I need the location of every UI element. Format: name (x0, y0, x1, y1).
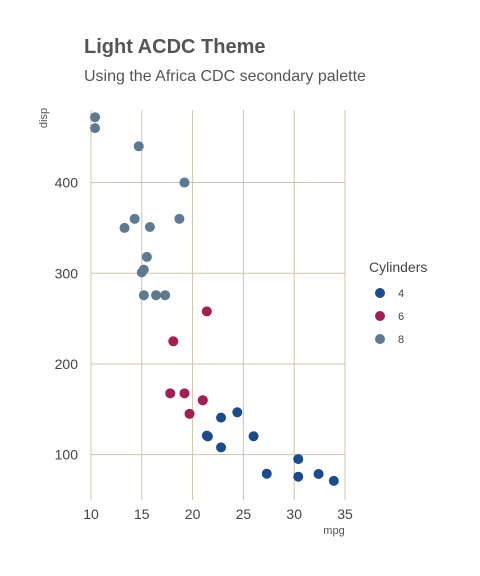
data-point-cyl-4 (232, 407, 243, 418)
data-point-cyl-4 (216, 412, 227, 423)
x-tick-label: 30 (286, 506, 302, 522)
legend-swatch-4 (375, 288, 385, 298)
data-point-cyl-8 (138, 290, 149, 301)
y-tick-label: 400 (55, 175, 79, 191)
data-point-cyl-8 (129, 213, 140, 224)
data-point-cyl-8 (141, 251, 152, 262)
data-point-cyl-4 (293, 471, 304, 482)
chart-subtitle: Using the Africa CDC secondary palette (84, 68, 366, 85)
data-point-cyl-4 (328, 475, 339, 486)
x-tick-label: 35 (337, 506, 353, 522)
data-point-cyl-8 (144, 222, 155, 232)
x-tick-label: 10 (83, 506, 99, 522)
data-point-cyl-6 (201, 306, 212, 317)
data-point-cyl-8 (90, 112, 101, 123)
data-point-cyl-8 (174, 213, 185, 224)
data-point-cyl-8 (133, 141, 144, 152)
chart-title: Light ACDC Theme (84, 36, 266, 58)
data-point-cyl-8 (179, 177, 190, 188)
legend: Cylinders 4 6 8 (369, 259, 427, 346)
y-tick-label: 100 (55, 447, 79, 463)
legend-swatch-8 (375, 334, 385, 344)
data-point-cyl-6 (168, 336, 179, 347)
legend-swatch-6 (375, 311, 385, 321)
data-point-cyl-6 (179, 388, 190, 399)
x-axis-label: mpg (323, 525, 344, 537)
data-point-cyl-6 (184, 408, 195, 419)
data-point-cyl-8 (151, 290, 162, 301)
data-point-cyl-8 (90, 123, 101, 134)
data-points (90, 112, 339, 486)
data-point-cyl-6 (165, 388, 176, 399)
legend-label-6: 6 (398, 311, 404, 323)
data-point-cyl-4 (261, 468, 272, 479)
data-point-cyl-4 (248, 431, 259, 442)
data-point-cyl-4 (293, 454, 304, 465)
y-tick-label: 200 (55, 356, 79, 372)
y-axis-label: disp (38, 108, 50, 128)
x-tick-label: 25 (236, 506, 252, 522)
y-tick-label: 300 (55, 265, 79, 281)
legend-label-4: 4 (398, 288, 404, 300)
legend-label-8: 8 (398, 334, 404, 346)
axis-ticks: 10 15 20 25 30 35 100 200 300 400 (55, 175, 353, 522)
data-point-cyl-4 (201, 430, 212, 441)
x-tick-label: 15 (134, 506, 150, 522)
data-point-cyl-4 (216, 442, 227, 453)
data-point-cyl-4 (313, 468, 324, 479)
data-point-cyl-8 (160, 290, 171, 301)
data-point-cyl-8 (119, 222, 130, 233)
legend-title: Cylinders (369, 259, 427, 275)
data-point-cyl-8 (136, 267, 147, 278)
data-point-cyl-6 (197, 395, 208, 406)
x-tick-label: 20 (185, 506, 201, 522)
grid-lines (90, 110, 346, 500)
